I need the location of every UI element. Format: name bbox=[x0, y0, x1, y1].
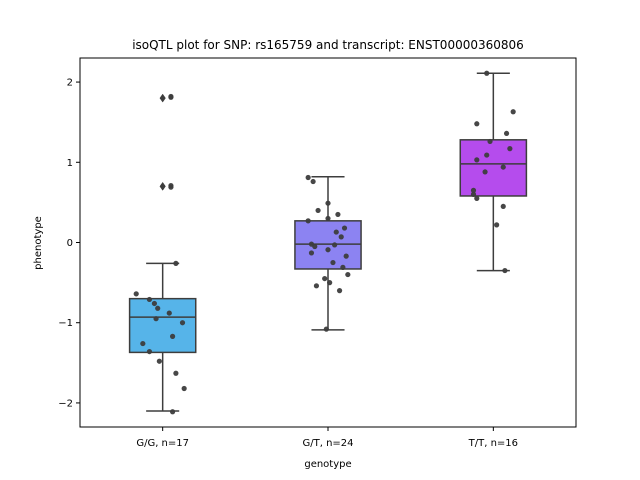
data-point bbox=[133, 291, 139, 297]
data-point bbox=[333, 229, 339, 235]
data-point bbox=[169, 333, 176, 339]
data-point bbox=[315, 207, 321, 214]
x-tick-label: G/T, n=24 bbox=[302, 438, 353, 449]
data-point bbox=[151, 300, 157, 307]
data-point bbox=[313, 283, 320, 289]
x-tick-label: T/T, n=16 bbox=[468, 438, 518, 449]
data-point bbox=[474, 195, 480, 201]
data-point bbox=[502, 267, 508, 274]
data-point bbox=[330, 259, 336, 266]
data-point bbox=[166, 310, 172, 316]
y-tick-label: 2 bbox=[67, 78, 73, 89]
data-point bbox=[312, 243, 318, 250]
box-iqr bbox=[459, 139, 528, 197]
data-point bbox=[308, 250, 315, 256]
outlier-marker bbox=[159, 93, 166, 103]
data-point bbox=[474, 157, 480, 163]
y-axis-label: phenotype bbox=[33, 216, 44, 270]
data-point bbox=[140, 340, 146, 347]
data-point bbox=[340, 264, 346, 270]
y-tick-label: 1 bbox=[67, 158, 73, 169]
data-point bbox=[325, 200, 331, 206]
data-point bbox=[345, 271, 351, 278]
data-point bbox=[503, 130, 510, 137]
x-tick-label: G/G, n=17 bbox=[136, 438, 189, 449]
data-point bbox=[332, 242, 338, 248]
data-point bbox=[168, 182, 174, 189]
data-point bbox=[500, 164, 506, 170]
data-point bbox=[181, 385, 187, 392]
data-point bbox=[179, 320, 186, 326]
outlier-marker bbox=[159, 181, 166, 191]
axes: −2 −1 0 1 2 G/G, n=17 G/T, n=24 T/T, n=16 bbox=[58, 78, 518, 449]
data-point bbox=[155, 305, 161, 311]
box-group bbox=[459, 72, 528, 272]
box-iqr bbox=[128, 297, 197, 354]
strip-points bbox=[133, 93, 187, 415]
box-iqr bbox=[294, 220, 362, 270]
data-point bbox=[173, 260, 179, 266]
data-point bbox=[500, 203, 506, 210]
data-point bbox=[322, 275, 328, 282]
data-point bbox=[305, 174, 311, 181]
strip-points bbox=[305, 174, 351, 332]
data-point bbox=[470, 187, 477, 193]
data-point bbox=[323, 326, 329, 332]
chart-title: isoQTL plot for SNP: rs165759 and transc… bbox=[132, 38, 524, 52]
data-point bbox=[484, 152, 490, 158]
data-point bbox=[146, 296, 153, 303]
y-tick-label: 0 bbox=[67, 238, 73, 249]
data-point bbox=[510, 109, 516, 115]
data-point bbox=[327, 280, 333, 286]
data-point bbox=[168, 93, 174, 100]
data-point bbox=[335, 211, 341, 218]
data-point bbox=[474, 121, 480, 127]
strip-points bbox=[470, 70, 516, 274]
data-point bbox=[470, 191, 477, 197]
data-point bbox=[482, 169, 488, 175]
x-axis-label: genotype bbox=[304, 459, 351, 470]
data-point bbox=[169, 409, 176, 415]
plot-area bbox=[128, 70, 528, 415]
data-point bbox=[336, 288, 343, 294]
data-point bbox=[173, 370, 179, 376]
y-tick-label: −2 bbox=[58, 398, 73, 409]
box-group bbox=[128, 93, 197, 412]
data-point bbox=[338, 234, 344, 240]
data-point bbox=[494, 222, 500, 228]
data-point bbox=[156, 358, 162, 364]
data-point bbox=[341, 225, 348, 231]
data-point bbox=[325, 215, 331, 222]
data-point bbox=[487, 138, 493, 145]
data-point bbox=[507, 146, 513, 152]
data-point bbox=[153, 316, 159, 322]
data-point bbox=[310, 178, 316, 185]
data-point bbox=[305, 218, 311, 224]
y-tick-label: −1 bbox=[58, 318, 73, 329]
data-point bbox=[325, 247, 331, 253]
data-point bbox=[343, 253, 349, 259]
data-point bbox=[146, 348, 153, 355]
box-group bbox=[294, 175, 362, 331]
data-point bbox=[484, 70, 490, 76]
